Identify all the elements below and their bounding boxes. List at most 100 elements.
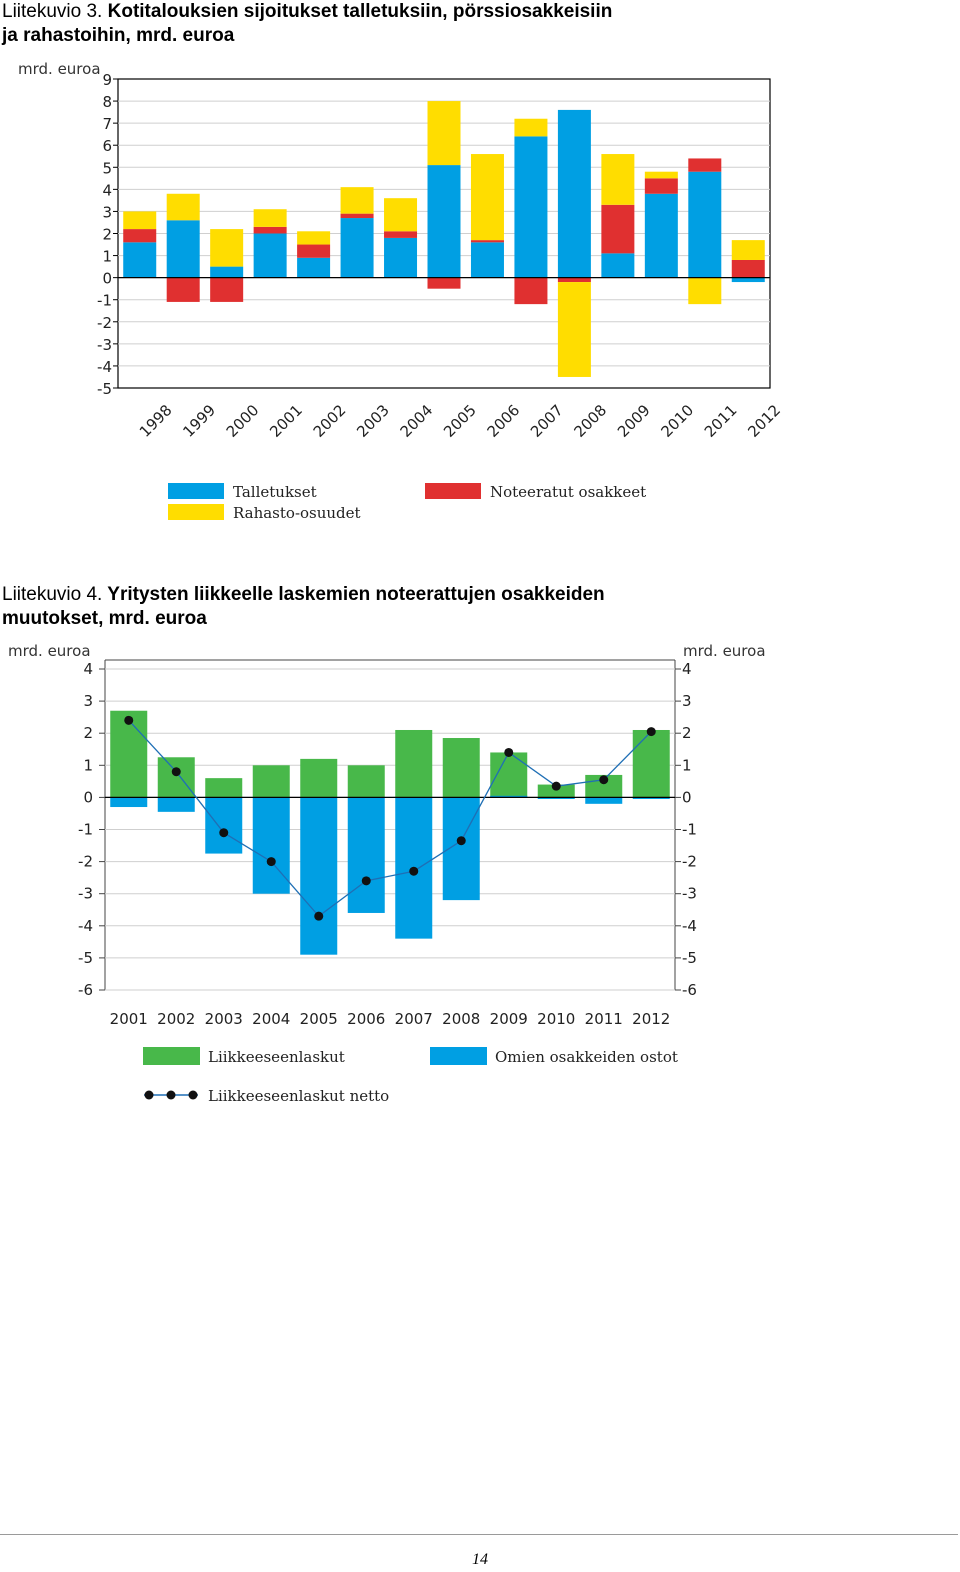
legend-label-2: Liikkeeseenlaskut netto: [208, 1087, 389, 1105]
bar-1999-series-2: [166, 193, 200, 221]
legend-marker-2: [166, 1090, 176, 1100]
bar-2012-series-2: [731, 240, 765, 260]
x-tick-label: 2009: [614, 401, 654, 441]
y-tick-label-right: -6: [682, 981, 697, 999]
bar-1999-series-0: [166, 220, 200, 278]
y-tick-label-left: -5: [78, 949, 93, 967]
bar-2009-series-1: [601, 204, 635, 254]
bar-2004-series-0: [252, 765, 290, 798]
bar-2008-series-2: [557, 282, 591, 377]
bar-2010-series-1: [537, 797, 575, 800]
x-tick-label: 2008: [442, 1010, 480, 1028]
y-axis-unit-label-left: mrd. euroa: [8, 642, 91, 660]
bar-2001-series-1: [110, 797, 148, 808]
y-tick-label-right: -1: [682, 821, 697, 839]
net-point-2012: [646, 727, 656, 737]
y-tick-label: 5: [102, 159, 112, 177]
bar-2008-series-0: [557, 109, 591, 278]
bar-2005-series-1: [427, 277, 461, 289]
y-axis-unit-label-right: mrd. euroa: [683, 642, 766, 660]
bar-2002-series-1: [297, 244, 331, 258]
footer-divider: [0, 1534, 958, 1535]
legend-swatch-0: [168, 483, 224, 499]
bar-2006-series-0: [347, 765, 385, 798]
legend-swatch-1: [425, 483, 481, 499]
x-tick-label: 2011: [701, 401, 741, 441]
y-tick-label: 0: [102, 270, 112, 288]
y-tick-label: 1: [102, 248, 112, 266]
figure4-caption-line1: Yritysten liikkeelle laskemien noteeratt…: [107, 584, 605, 605]
net-point-2001: [124, 715, 134, 725]
x-tick-label: 2004: [397, 401, 437, 441]
bar-2010-series-0: [644, 193, 678, 278]
bar-2011-series-1: [688, 158, 722, 172]
bar-2006-series-1: [470, 240, 504, 243]
x-tick-label: 2008: [571, 401, 611, 441]
bar-1998-series-1: [123, 229, 157, 243]
figure4-caption-prefix: Liitekuvio 4.: [2, 584, 103, 605]
x-tick-label: 2009: [490, 1010, 528, 1028]
net-point-2011: [599, 775, 609, 785]
x-tick-label: 2011: [585, 1010, 623, 1028]
bar-2005-series-1: [300, 797, 338, 955]
y-tick-label: 7: [102, 115, 112, 133]
net-point-2010: [551, 781, 561, 791]
legend-label-0: Liikkeeseenlaskut: [208, 1048, 345, 1066]
x-tick-label: 2005: [300, 1010, 338, 1028]
legend-label-1: Noteeratut osakkeet: [490, 483, 646, 501]
y-tick-label-left: 0: [83, 788, 93, 806]
y-tick-label: -4: [97, 358, 112, 376]
bar-2012-series-1: [632, 797, 670, 800]
bar-2004-series-0: [384, 237, 418, 278]
y-tick-label-right: 1: [682, 756, 692, 774]
net-line: [128, 719, 652, 918]
y-tick-label-left: 1: [83, 756, 93, 774]
x-tick-label: 2006: [347, 1010, 385, 1028]
y-tick-label: -1: [97, 292, 112, 310]
bar-2000-series-0: [210, 266, 244, 278]
y-tick-label-left: -4: [78, 917, 93, 935]
legend-swatch-1: [430, 1047, 487, 1065]
figure3-caption-line2: ja rahastoihin, mrd. euroa: [2, 25, 235, 46]
net-point-2003: [219, 828, 229, 838]
bar-2009-series-1: [490, 795, 528, 798]
bar-2000-series-1: [210, 277, 244, 302]
y-tick-label-right: 3: [682, 692, 692, 710]
x-tick-label: 1998: [136, 401, 176, 441]
figure3-caption: Liitekuvio 3. Kotitalouksien sijoitukset…: [2, 0, 612, 48]
legend-swatch-0: [143, 1047, 200, 1065]
x-tick-label: 2003: [205, 1010, 243, 1028]
bar-2010-series-2: [644, 171, 678, 179]
bar-2010-series-0: [537, 784, 575, 798]
y-tick-label: 6: [102, 137, 112, 155]
bar-2007-series-0: [514, 136, 548, 278]
figure3-caption-line1: Kotitalouksien sijoitukset talletuksiin,…: [107, 1, 613, 22]
y-tick-label: -5: [97, 380, 112, 398]
bar-2011-series-2: [688, 277, 722, 305]
y-tick-label: 3: [102, 203, 112, 221]
legend-label-2: Rahasto-osuudet: [233, 504, 361, 522]
x-tick-label: 2010: [537, 1010, 575, 1028]
bar-2003-series-0: [340, 218, 374, 278]
figure4-chart: 4 4 3 3 2 2 1 1 0 0 -1 -1 -2 -2 -3 -3 -4 -4 -5 -5 -6 -6 mrd. e…: [8, 642, 766, 1105]
bar-2006-series-2: [470, 154, 504, 241]
x-tick-label: 2012: [744, 401, 784, 441]
figure4-caption-line2: muutokset, mrd. euroa: [2, 608, 207, 629]
y-tick-label-left: 3: [83, 692, 93, 710]
bar-2005-series-0: [300, 758, 338, 798]
net-point-2009: [504, 747, 514, 757]
x-tick-label: 2007: [395, 1010, 433, 1028]
y-tick-label: 8: [102, 93, 112, 111]
bar-2000-series-2: [210, 229, 244, 267]
y-tick-label-right: 2: [682, 724, 692, 742]
bar-2011-series-0: [688, 171, 722, 278]
legend-marker-2: [144, 1090, 154, 1100]
bar-2008-series-1: [557, 277, 591, 283]
bar-2010-series-1: [644, 178, 678, 194]
net-point-2002: [171, 767, 181, 777]
bar-2012-series-1: [731, 259, 765, 278]
bar-2004-series-1: [384, 231, 418, 238]
x-tick-label: 2000: [223, 401, 263, 441]
net-point-2007: [409, 866, 419, 876]
bar-1998-series-0: [123, 242, 157, 278]
